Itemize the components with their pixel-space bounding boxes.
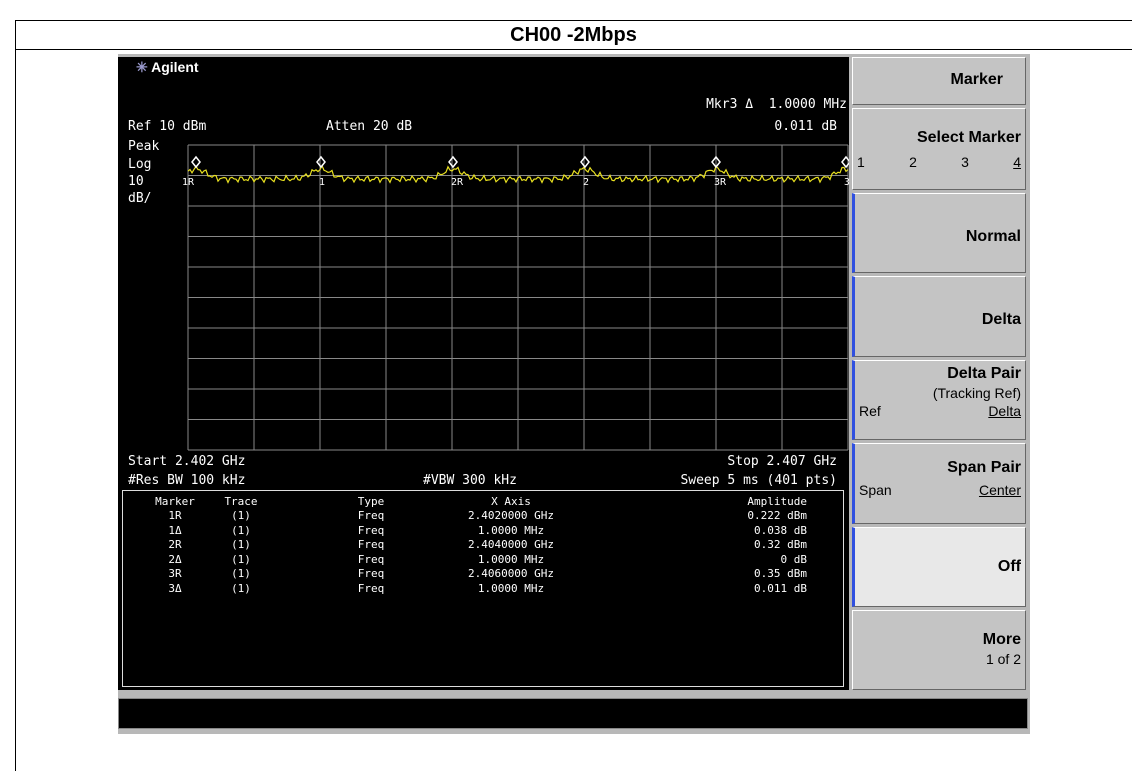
marker-option: 3 — [961, 154, 969, 170]
select-marker-key[interactable]: Select Marker 1 2 3 4 — [852, 108, 1026, 190]
table-border — [15, 20, 16, 771]
key-option: Ref — [859, 403, 881, 419]
key-option: Delta — [988, 403, 1021, 419]
marker-table: Marker Trace Type X Axis Amplitude 1R (1) Freq 2… — [122, 490, 844, 687]
table-cell: 0.35 dBm — [754, 567, 807, 580]
column-header: Trace — [224, 495, 258, 508]
table-cell: Freq — [357, 509, 385, 522]
vbw: #VBW 300 kHz — [423, 473, 517, 488]
marker-label: 1 — [319, 177, 325, 188]
marker-label: 2R — [451, 177, 464, 188]
marker-diamond — [580, 155, 590, 169]
key-sublabel: (Tracking Ref) — [932, 385, 1021, 401]
column-header: Type — [357, 495, 385, 508]
status-bar — [118, 698, 1028, 729]
column-header: Amplitude — [747, 495, 807, 508]
table-cell: 2.4020000 GHz — [467, 509, 555, 522]
attenuation: Atten 20 dB — [326, 119, 413, 134]
start-freq: Start 2.402 GHz — [128, 454, 246, 469]
key-label: Span Pair — [947, 459, 1021, 476]
table-cell: 0.222 dBm — [747, 509, 807, 522]
marker-label: 3R — [714, 177, 727, 188]
table-cell: 0.038 dB — [754, 523, 807, 537]
table-cell: 0 dB — [780, 552, 808, 566]
normal-key[interactable]: Normal — [852, 193, 1026, 273]
marker-diamond — [316, 155, 326, 169]
trace — [187, 164, 849, 184]
table-cell: 2.4040000 GHz — [467, 538, 555, 551]
marker-option: 1 — [857, 154, 865, 170]
table-cell: (1) — [231, 567, 251, 580]
delta-key[interactable]: Delta — [852, 276, 1026, 357]
marker-option: 4 — [1013, 154, 1021, 170]
scale-2: Log — [128, 157, 152, 172]
table-cell: 0.32 dBm — [754, 538, 807, 551]
marker-diamond — [191, 155, 201, 169]
menu-title-text: Marker — [950, 71, 1003, 88]
marker-option: 2 — [909, 154, 917, 170]
key-label: Normal — [965, 228, 1021, 245]
key-label: Delta — [981, 311, 1021, 328]
analyzer-screen: ✳ Agilent Mkr3 Δ 1.0000 MHz Ref 10 dBm A… — [118, 57, 849, 690]
table-cell: Freq — [357, 523, 385, 537]
table-cell: 1.0000 MHz — [477, 581, 545, 595]
table-cell: Freq — [357, 567, 385, 580]
column-header: X Axis — [491, 495, 531, 508]
brand: ✳ Agilent — [136, 59, 199, 75]
marker-label: 1R — [182, 177, 195, 188]
marker-diamond — [841, 155, 849, 169]
table-cell: Freq — [357, 538, 385, 551]
table-cell: 2Δ — [168, 552, 182, 566]
key-label: Delta Pair — [947, 365, 1021, 382]
table-cell: (1) — [231, 509, 251, 522]
table-cell: Freq — [357, 581, 385, 595]
marker-options: 1 2 3 4 — [857, 154, 1021, 170]
off-key[interactable]: Off — [852, 527, 1026, 607]
key-label: Off — [997, 558, 1021, 575]
key-label: Select Marker — [916, 129, 1021, 146]
sweep: Sweep 5 ms (401 pts) — [680, 473, 837, 488]
delta-pair-key[interactable]: Delta Pair (Tracking Ref) Ref Delta — [852, 360, 1026, 440]
marker-label: 2 — [583, 177, 589, 188]
table-cell: Freq — [357, 552, 385, 566]
header-title: CH00 -2Mbps — [15, 20, 1132, 50]
key-label: More — [982, 631, 1021, 648]
scale-3: 10 — [128, 174, 144, 189]
table-cell: (1) — [231, 552, 251, 566]
marker-label: 3 — [844, 177, 849, 188]
key-option: Center — [978, 482, 1021, 498]
table-cell: (1) — [231, 538, 251, 551]
table-cell: (1) — [231, 581, 251, 595]
marker-value: 0.011 dB — [774, 119, 837, 134]
marker-diamond — [448, 155, 458, 169]
more-key[interactable]: More 1 of 2 — [852, 610, 1026, 690]
graticule: 1R 1 2R 2 3R 3 — [182, 144, 849, 451]
marker-diamond — [711, 155, 721, 169]
table-cell: 1.0000 MHz — [477, 523, 545, 537]
menu-title: Marker — [852, 57, 1026, 105]
table-cell: 3R — [168, 567, 182, 580]
scale-4: dB/ — [128, 191, 152, 206]
marker-readout: Mkr3 Δ 1.0000 MHz — [706, 97, 847, 112]
table-cell: 1R — [168, 509, 182, 522]
table-cell: 3Δ — [168, 581, 182, 595]
table-cell: 1Δ — [168, 523, 182, 537]
ref-level: Ref 10 dBm — [128, 119, 207, 134]
span-pair-key[interactable]: Span Pair Span Center — [852, 443, 1026, 524]
table-cell: 0.011 dB — [754, 581, 807, 595]
rbw: #Res BW 100 kHz — [128, 473, 246, 488]
column-header: Marker — [155, 495, 195, 508]
table-cell: (1) — [231, 523, 251, 537]
brand-text: Agilent — [151, 59, 199, 75]
scale-1: Peak — [128, 139, 160, 154]
key-sublabel: 1 of 2 — [985, 651, 1021, 667]
stop-freq: Stop 2.407 GHz — [727, 454, 837, 469]
table-cell: 2R — [168, 538, 182, 551]
key-option: Span — [859, 482, 892, 498]
table-cell: 1.0000 MHz — [477, 552, 545, 566]
table-cell: 2.4060000 GHz — [467, 567, 555, 580]
